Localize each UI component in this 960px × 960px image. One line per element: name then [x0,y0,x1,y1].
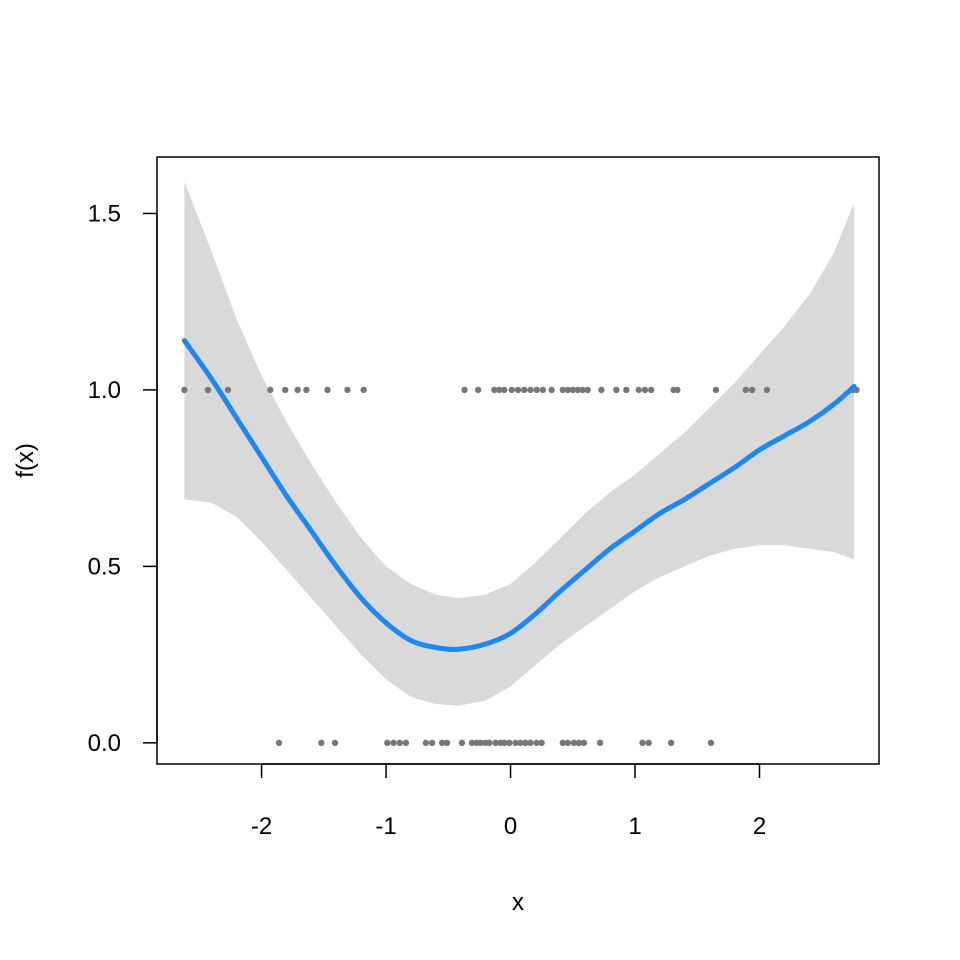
data-point [501,386,508,394]
data-point [584,386,591,394]
data-point [224,386,232,394]
data-point [491,386,498,394]
data-point [496,386,503,394]
data-point [303,386,310,394]
data-point [181,386,188,394]
data-point [275,739,283,747]
data-point [613,386,620,394]
data-point [539,386,547,394]
data-point [506,739,513,747]
x-axis-title: x [512,889,524,916]
data-point [575,739,583,747]
observations-layer [181,386,860,747]
data-point [559,386,567,394]
x-tick-label: -2 [251,813,272,840]
x-tick-label: 1 [628,813,641,840]
data-point [538,739,545,747]
data-point [402,739,410,747]
data-point [512,739,519,747]
data-point [598,386,605,394]
data-point [517,739,524,747]
data-point [267,386,274,394]
data-point [390,739,397,747]
data-point [458,739,466,747]
data-point [635,386,642,394]
y-tick-label: 0.0 [88,730,121,757]
data-point [331,739,339,747]
data-point [574,386,581,394]
data-point [533,739,540,747]
data-point [667,739,675,747]
fit-curve-layer [181,338,857,652]
y-tick-label: 0.5 [88,553,121,580]
data-point [422,739,430,747]
data-point [468,739,476,747]
data-point [508,386,515,394]
data-point [522,739,529,747]
data-point [527,739,534,747]
data-point [492,739,499,747]
data-point [712,386,720,394]
x-tick-label: 2 [753,813,766,840]
data-point [396,739,403,747]
confidence-band-layer [184,181,855,706]
data-point [204,386,212,394]
data-point [533,386,540,394]
data-point [707,739,715,747]
data-point [360,386,367,394]
x-tick-label: 0 [504,813,517,840]
data-point [294,386,301,394]
confidence-band [184,181,855,706]
data-point [596,739,604,747]
data-point [477,739,484,747]
data-point [344,386,351,394]
data-point [564,739,571,747]
y-tick-label: 1.5 [88,200,121,227]
data-point [742,386,750,394]
data-point [645,739,652,747]
data-point [548,386,555,394]
data-point [763,386,771,394]
data-point [324,386,331,394]
data-point [647,386,655,394]
data-point [428,739,436,747]
data-point [521,386,528,394]
fit-curve [181,338,857,652]
y-axis: 0.0 0.5 1.0 1.5 [88,200,158,757]
data-point [486,739,493,747]
data-point [282,386,289,394]
data-point [443,739,451,747]
data-point [559,739,567,747]
y-axis-title: f(x) [12,443,39,478]
data-point [569,386,576,394]
data-point [438,739,446,747]
data-point [474,386,482,394]
x-tick-label: -1 [375,813,396,840]
data-point [748,386,756,394]
data-point [564,386,571,394]
data-point [639,739,646,747]
x-axis: -2 -1 0 1 2 [251,763,766,840]
data-point [514,386,522,394]
data-point [623,386,630,394]
data-point [579,386,586,394]
data-point [318,739,325,747]
data-point [527,386,534,394]
data-point [580,739,588,747]
data-point [570,739,578,747]
data-point [384,739,391,747]
data-point [461,386,468,394]
data-point [674,386,681,394]
data-point [641,386,649,394]
y-tick-label: 1.0 [88,377,121,404]
data-point [501,739,508,747]
